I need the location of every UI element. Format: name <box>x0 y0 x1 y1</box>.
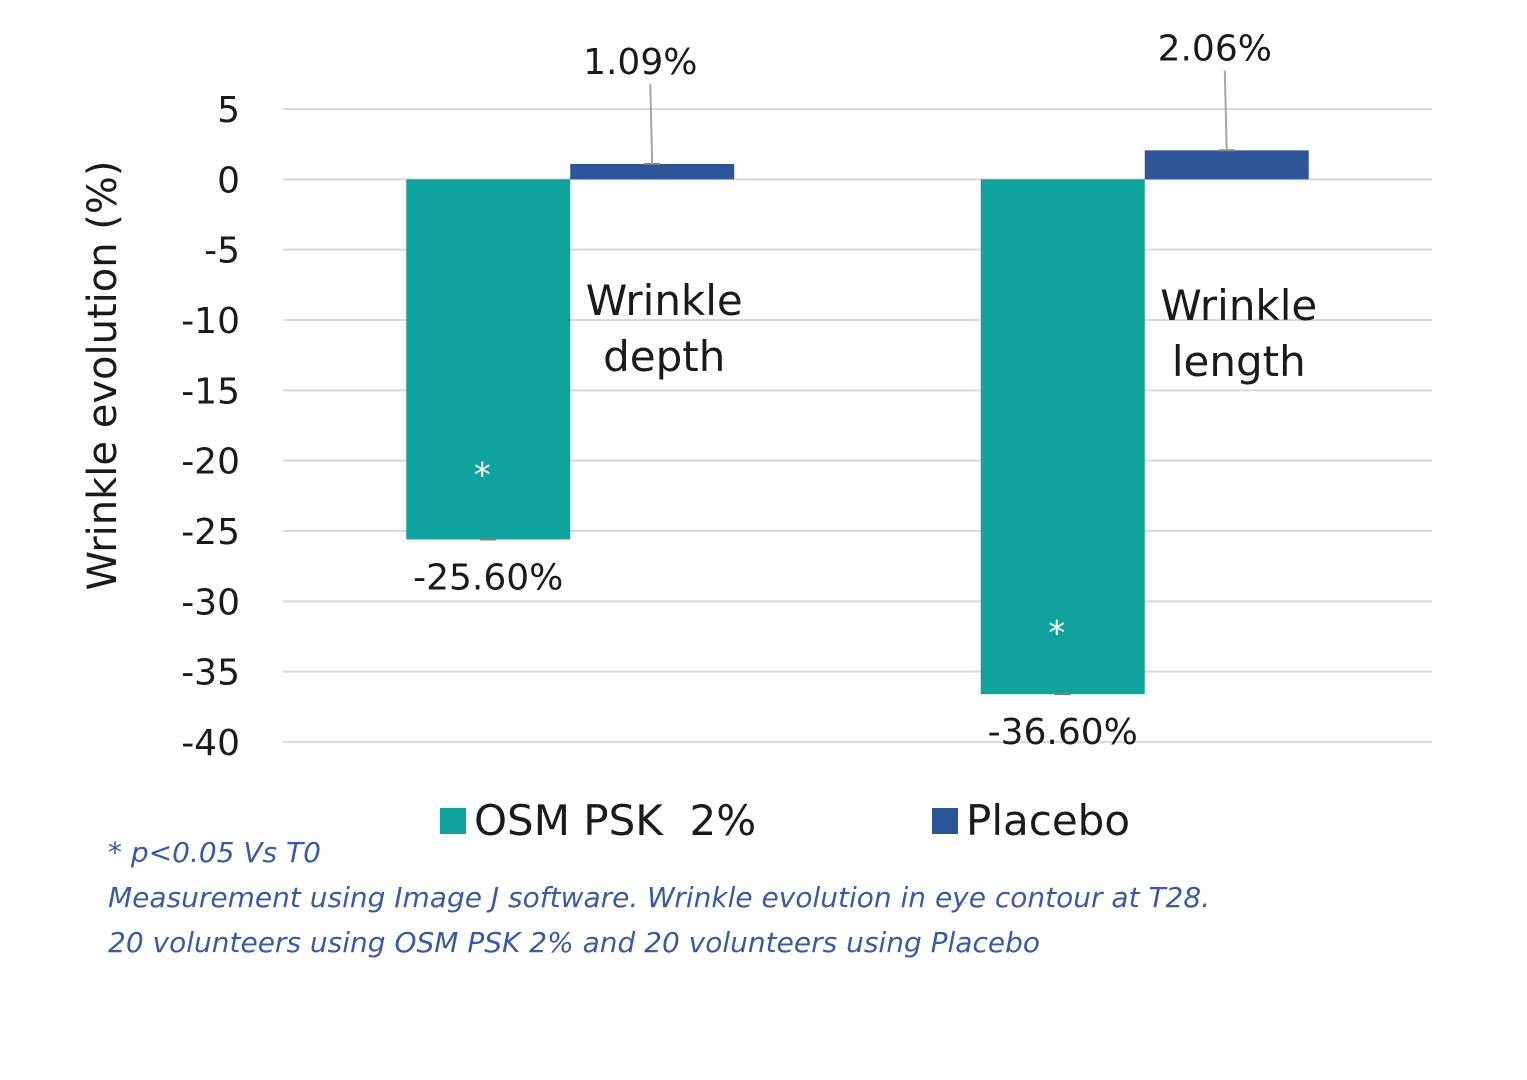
data-label: -36.60% <box>988 712 1138 753</box>
footnote-significance: * p<0.05 Vs T0 <box>108 836 321 869</box>
y-axis-title: Wrinkle evolution (%) <box>80 160 126 590</box>
legend-item-placebo: Placebo <box>932 796 1130 845</box>
legend-label-osm-psk: OSM PSK 2% <box>474 796 757 845</box>
category-labels: Wrinkle depth Wrinkle length <box>586 276 1318 386</box>
footnote-method: Measurement using Image J software. Wrin… <box>108 881 1211 914</box>
data-label: 1.09% <box>583 42 697 83</box>
category-label-line: length <box>1172 337 1306 386</box>
y-tick-label: -25 <box>181 512 240 553</box>
bars <box>406 149 1309 696</box>
significance-star: * <box>474 456 491 496</box>
category-label-line: depth <box>603 332 725 381</box>
category-label-line: Wrinkle <box>586 276 743 325</box>
leader-line <box>649 83 654 165</box>
bar-chart: 5 0 -5 -10 -15 -20 -25 -30 -35 -40 Wrinkle evolut… <box>80 28 1432 764</box>
bar-placebo-depth <box>570 164 735 180</box>
y-tick-label: -10 <box>181 301 240 342</box>
legend-swatch-osm-psk <box>440 807 466 834</box>
legend-item-osm-psk: OSM PSK 2% <box>440 796 756 845</box>
legend-label-placebo: Placebo <box>966 796 1131 845</box>
footnote-population: 20 volunteers using OSM PSK 2% and 20 vo… <box>108 926 1040 959</box>
category-label-line: Wrinkle <box>1160 281 1317 330</box>
bar-osm-psk-length <box>980 179 1145 695</box>
legend: OSM PSK 2% Placebo <box>0 796 1527 852</box>
y-axis-tick-labels: 5 0 -5 -10 -15 -20 -25 -30 -35 -40 <box>181 90 240 764</box>
y-tick-label: -20 <box>181 442 240 483</box>
y-tick-label: -15 <box>181 371 240 412</box>
bar-placebo-length <box>1144 150 1309 180</box>
data-label: -25.60% <box>413 557 563 598</box>
label-leader-lines <box>649 70 1228 165</box>
data-label: 2.06% <box>1158 28 1272 69</box>
footnotes: * p<0.05 Vs T0 Measurement using Image J… <box>108 830 1488 965</box>
leader-line <box>1223 70 1228 151</box>
y-tick-label: -35 <box>181 653 240 694</box>
y-tick-label: 5 <box>217 90 240 131</box>
y-tick-label: 0 <box>217 160 240 201</box>
y-tick-label: -40 <box>181 723 240 764</box>
y-tick-label: -5 <box>204 231 240 272</box>
bar-osm-psk-depth <box>406 179 571 540</box>
legend-swatch-placebo <box>932 807 958 834</box>
data-labels: -25.60% * 1.09% -36.60% * 2.06% <box>413 28 1272 753</box>
significance-star: * <box>1048 613 1065 653</box>
y-tick-label: -30 <box>181 582 240 623</box>
